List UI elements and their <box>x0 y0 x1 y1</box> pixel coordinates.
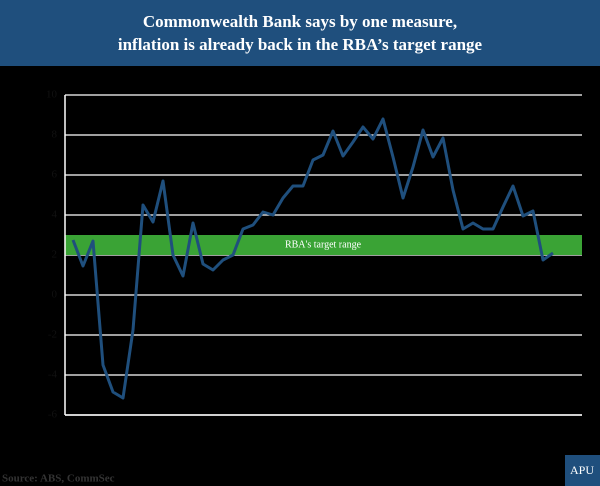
target-label: RBA's target range <box>285 239 362 250</box>
y-tick-label: -4 <box>48 369 58 381</box>
chart-title: inflation is already back in the RBA’s t… <box>118 35 483 54</box>
header <box>0 0 600 66</box>
y-tick-label: 2 <box>52 249 58 261</box>
logo-box <box>565 455 600 486</box>
y-tick-label: 8 <box>52 129 58 141</box>
logo: APU <box>570 463 594 477</box>
y-tick-label: 10 <box>46 89 58 101</box>
y-tick-label: 6 <box>52 169 58 181</box>
y-tick-label: 4 <box>52 209 58 221</box>
source: Source: ABS, CommSec <box>2 473 115 485</box>
y-tick-label: -6 <box>48 409 58 421</box>
target-band <box>65 235 582 255</box>
y-tick-label: 0 <box>52 289 58 301</box>
y-tick-label: -2 <box>48 329 57 341</box>
series-line <box>71 117 554 400</box>
chart-title: Commonwealth Bank says by one measure, <box>143 12 457 31</box>
